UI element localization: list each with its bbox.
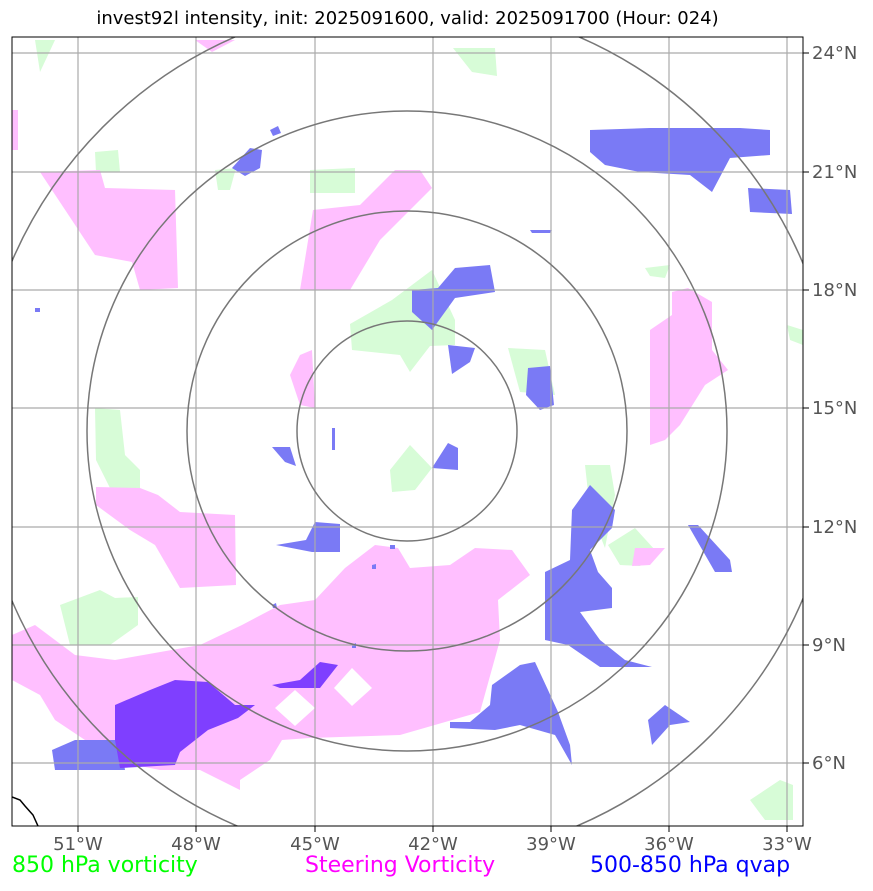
- coastline: [12, 796, 39, 826]
- pink-field: [12, 110, 18, 150]
- qvap-layer: [35, 126, 792, 770]
- blue-field: [232, 148, 262, 176]
- pink-field: [632, 548, 665, 566]
- green-field: [787, 325, 803, 345]
- pink-field: [290, 350, 315, 408]
- tick-marks: [77, 52, 809, 832]
- green-field: [60, 590, 138, 645]
- green-field: [750, 780, 793, 820]
- green-field: [390, 445, 432, 492]
- lat-label: 21°N: [812, 162, 857, 183]
- map-title: invest92l intensity, init: 2025091600, v…: [96, 8, 719, 29]
- range-ring-3: [86, 110, 728, 752]
- lon-label: 39°W: [526, 834, 576, 855]
- blue-field: [688, 525, 732, 572]
- blue-field: [332, 428, 335, 450]
- pink-field: [96, 487, 236, 588]
- map-plot-area: [12, 37, 803, 826]
- lat-label: 24°N: [812, 43, 857, 64]
- lon-label: 33°W: [762, 834, 812, 855]
- lat-labels: 24°N 21°N 18°N 15°N 12°N 9°N 6°N: [812, 43, 857, 774]
- green-field: [95, 408, 140, 488]
- lon-label: 45°W: [290, 834, 340, 855]
- lon-label: 51°W: [53, 834, 103, 855]
- lat-label: 6°N: [812, 753, 846, 774]
- range-ring-1: [296, 320, 518, 542]
- pink-field: [40, 170, 178, 290]
- legend-qvap: 500-850 hPa qvap: [590, 853, 791, 878]
- lon-label: 42°W: [408, 834, 458, 855]
- blue-field: [590, 128, 770, 192]
- purple-field: [115, 680, 255, 768]
- green-field: [215, 168, 236, 190]
- legend-850-vorticity: 850 hPa vorticity: [12, 853, 198, 878]
- blue-field: [276, 522, 340, 552]
- lat-label: 12°N: [812, 517, 857, 538]
- gap-diamond: [334, 668, 372, 706]
- overlap-layer: [115, 662, 338, 768]
- pink-gaps: [275, 668, 372, 726]
- blue-field: [272, 447, 296, 466]
- gap-diamond: [275, 690, 315, 726]
- lat-label: 15°N: [812, 398, 857, 419]
- blue-field: [270, 126, 281, 136]
- blue-field: [35, 308, 40, 312]
- green-field: [35, 40, 55, 72]
- green-field: [645, 265, 670, 278]
- purple-field: [272, 662, 338, 688]
- lon-label: 48°W: [171, 834, 221, 855]
- map-frame: [11, 36, 804, 827]
- lat-label: 18°N: [812, 280, 857, 301]
- green-field: [310, 168, 355, 193]
- green-field: [95, 150, 120, 172]
- range-rings: [12, 37, 803, 826]
- lat-label: 9°N: [812, 635, 846, 656]
- blue-field: [450, 662, 572, 765]
- blue-field: [372, 564, 376, 569]
- blue-field: [390, 545, 395, 549]
- pink-field: [300, 170, 432, 290]
- graticule: [12, 37, 803, 826]
- legend-steering-vorticity: Steering Vorticity: [305, 853, 496, 878]
- lon-label: 36°W: [644, 834, 694, 855]
- blue-field: [530, 230, 552, 233]
- green-field: [453, 48, 497, 76]
- blue-field: [432, 443, 458, 470]
- blue-field: [545, 485, 652, 667]
- blue-field: [526, 366, 554, 410]
- lon-labels: 51°W 48°W 45°W 42°W 39°W 36°W 33°W: [53, 834, 812, 855]
- range-ring-2: [186, 210, 628, 652]
- blue-field: [448, 345, 475, 374]
